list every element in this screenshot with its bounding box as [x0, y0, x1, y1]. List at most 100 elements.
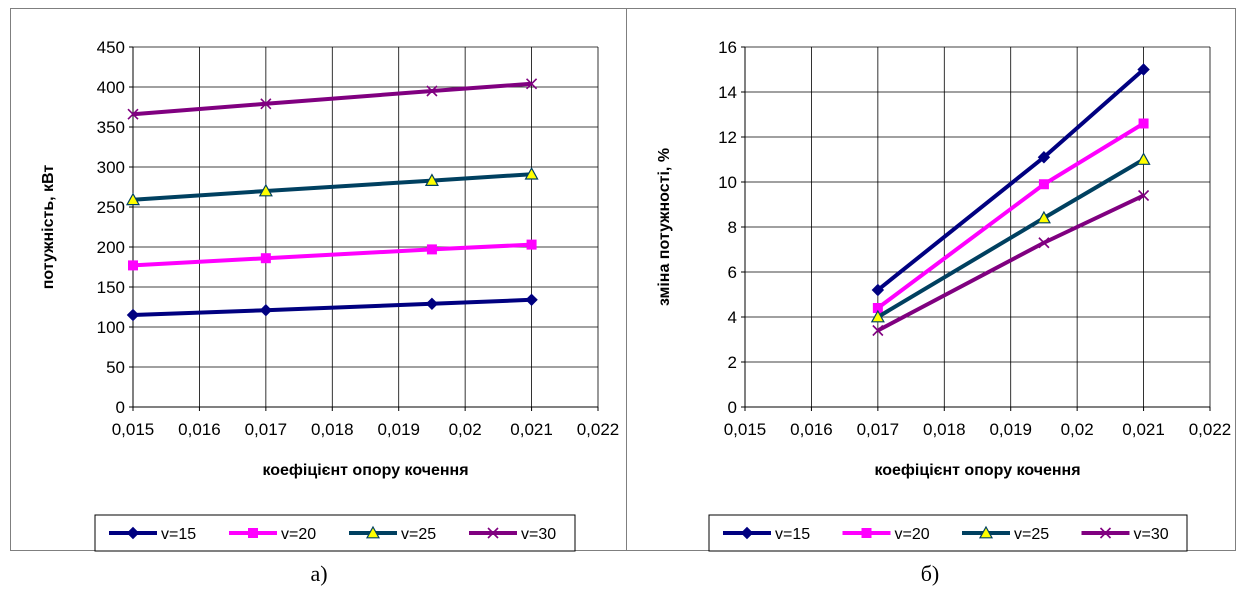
x-tick-label: 0,019 — [989, 420, 1032, 439]
y-tick-label: 12 — [718, 128, 737, 147]
y-tick-label: 8 — [728, 218, 737, 237]
y-tick-label: 4 — [728, 308, 737, 327]
y-axis-title: зміна потужності, % — [656, 148, 673, 306]
legend-label: v=25 — [1014, 526, 1049, 543]
data-point — [1137, 63, 1150, 76]
legend-item: v=15 — [109, 526, 196, 543]
y-tick-label: 300 — [97, 158, 125, 177]
series-v=30 — [872, 189, 1150, 337]
y-tick-label: 450 — [97, 38, 125, 57]
y-tick-label: 10 — [718, 173, 737, 192]
series-v=30 — [127, 78, 538, 120]
data-point — [871, 283, 885, 297]
x-tick-label: 0,015 — [724, 420, 767, 439]
y-tick-label: 2 — [728, 353, 737, 372]
y-tick-label: 400 — [97, 78, 125, 97]
data-point — [424, 173, 439, 186]
series-v=15 — [871, 63, 1150, 297]
series-v=25 — [125, 166, 539, 206]
gridlines — [745, 46, 1211, 407]
series-v=20 — [872, 118, 1149, 313]
data-point — [258, 183, 273, 197]
caption-a: а) — [310, 561, 328, 586]
data-point — [425, 297, 439, 311]
data-point — [426, 85, 438, 97]
x-tick-label: 0,017 — [245, 420, 288, 439]
chart-b: 0 2 4 6 8 10 12 14 16 0,015 0,016 0,017 0,018 0,019 0,… — [656, 38, 1232, 552]
data-point — [526, 239, 537, 250]
legend-item: v=15 — [723, 526, 810, 543]
data-point — [1138, 118, 1149, 129]
x-tick-label: 0,02 — [449, 420, 482, 439]
legend-marker — [487, 527, 499, 539]
legend-marker — [248, 528, 258, 538]
caption-b: б) — [920, 561, 940, 586]
legend-label: v=30 — [521, 526, 556, 543]
y-tick-label: 250 — [97, 198, 125, 217]
legend-label: v=30 — [1134, 526, 1169, 543]
y-tick-label: 100 — [97, 318, 125, 337]
x-tick-label: 0,019 — [377, 420, 420, 439]
series-v=15 — [126, 293, 538, 322]
legend-marker — [978, 525, 994, 539]
chart-panel-b: 0 2 4 6 8 10 12 14 16 0,015 0,016 0,017 0,018 0,019 0,… — [626, 8, 1236, 552]
legend-label: v=15 — [161, 526, 196, 543]
x-tick-label: 0,018 — [311, 420, 354, 439]
x-axis-title: коефіцієнт опору кочення — [262, 462, 468, 479]
x-tick-label: 0,022 — [577, 420, 620, 439]
x-tick-label: 0,016 — [790, 420, 833, 439]
series-line — [132, 297, 532, 317]
series-v=20 — [128, 239, 537, 271]
y-tick-label: 0 — [116, 398, 125, 417]
legend-item: v=25 — [349, 525, 436, 543]
legend-item: v=30 — [469, 526, 556, 543]
series-line — [132, 81, 532, 117]
data-point — [128, 260, 138, 271]
legend-label: v=25 — [401, 526, 436, 543]
x-tick-label: 0,016 — [178, 420, 221, 439]
series-v=25 — [870, 152, 1151, 323]
x-tick-label: 0,018 — [923, 420, 966, 439]
data-point — [872, 303, 883, 313]
data-point — [260, 98, 272, 110]
data-point — [526, 78, 538, 90]
x-tick-label: 0,015 — [112, 420, 155, 439]
legend-marker — [861, 528, 872, 538]
data-point — [525, 293, 538, 307]
series-line — [132, 172, 532, 202]
data-point — [1037, 151, 1051, 164]
legend-marker — [740, 526, 754, 540]
y-axis-title: потужність, кВт — [40, 165, 57, 290]
x-tick-label: 0,022 — [1189, 420, 1232, 439]
data-point — [1136, 152, 1151, 165]
y-tick-label: 200 — [97, 238, 125, 257]
legend-label: v=20 — [895, 526, 930, 543]
legend-item: v=20 — [229, 526, 316, 543]
y-tick-label: 16 — [718, 38, 737, 57]
legend-label: v=15 — [775, 526, 810, 543]
data-point — [872, 324, 884, 337]
data-point — [1036, 210, 1051, 224]
x-tick-label: 0,02 — [1061, 420, 1094, 439]
data-point — [870, 309, 885, 323]
legend-marker — [365, 525, 381, 539]
data-point — [1038, 237, 1050, 249]
legend-item: v=25 — [962, 525, 1049, 543]
data-point — [1138, 189, 1150, 202]
series-line — [132, 242, 532, 268]
legend-label: v=20 — [281, 526, 316, 543]
data-point — [127, 108, 139, 120]
legend-marker — [126, 526, 140, 540]
data-point — [1038, 179, 1049, 190]
data-point — [125, 192, 141, 206]
data-point — [259, 303, 273, 317]
y-tick-label: 14 — [718, 83, 737, 102]
legend-item: v=30 — [1081, 526, 1169, 543]
x-axis-title: коефіцієнт опору кочення — [874, 462, 1080, 479]
legend-marker — [1099, 527, 1112, 539]
y-tick-label: 6 — [728, 263, 737, 282]
x-tick-label: 0,021 — [510, 420, 553, 439]
y-tick-label: 0 — [728, 398, 737, 417]
x-tick-label: 0,017 — [857, 420, 900, 439]
chart-a: 0 50 100 150 200 250 300 350 400 450 0,015 0,016 0,0… — [40, 38, 620, 552]
